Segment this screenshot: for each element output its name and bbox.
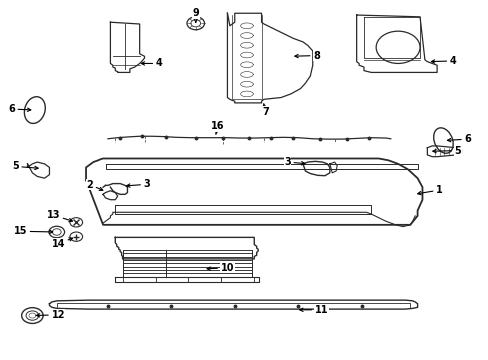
Text: 9: 9	[192, 8, 199, 22]
Text: 2: 2	[86, 180, 102, 190]
Text: 6: 6	[8, 104, 31, 114]
Text: 11: 11	[299, 305, 327, 315]
Text: 3: 3	[126, 179, 150, 189]
Text: 15: 15	[14, 226, 53, 236]
Text: 4: 4	[141, 58, 162, 68]
Text: 12: 12	[36, 310, 65, 320]
Text: 7: 7	[262, 104, 268, 117]
Text: 5: 5	[12, 161, 38, 171]
Text: 4: 4	[430, 56, 456, 66]
Text: 5: 5	[432, 145, 461, 156]
Text: 1: 1	[417, 185, 442, 195]
Text: 10: 10	[206, 263, 234, 273]
Text: 16: 16	[210, 121, 224, 134]
Text: 14: 14	[51, 238, 72, 249]
Text: 3: 3	[284, 157, 304, 167]
Text: 13: 13	[46, 210, 72, 222]
Text: 6: 6	[447, 134, 470, 144]
Text: 8: 8	[294, 50, 320, 60]
